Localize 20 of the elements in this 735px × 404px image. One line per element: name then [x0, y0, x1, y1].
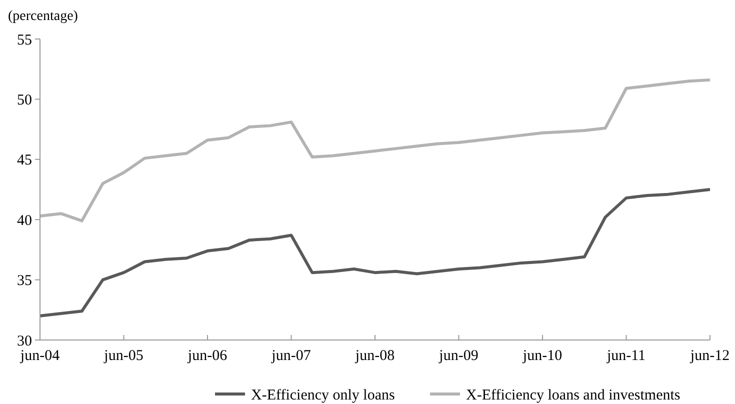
x-tick-label: jun-07 [270, 348, 312, 364]
line-series [38, 188, 712, 318]
x-tick-label: jun-11 [606, 348, 646, 364]
y-tick-label: 50 [17, 92, 32, 108]
legend-label: X-Efficiency loans and investments [466, 387, 680, 404]
y-tick-label: 30 [17, 333, 32, 350]
y-axis-title: (percentage) [8, 9, 78, 24]
x-tick-label: jun-06 [186, 348, 228, 364]
x-tick-label: jun-08 [354, 348, 395, 364]
y-tick-label: 35 [17, 273, 32, 290]
legend-label: X-Efficiency only loans [251, 387, 396, 404]
x-tick-label: jun-12 [689, 348, 730, 364]
y-tick-label: 55 [17, 32, 32, 48]
y-tick-label: 45 [17, 152, 32, 169]
x-tick-label: jun-05 [103, 348, 144, 364]
x-tick-label: jun-10 [522, 348, 562, 364]
line-series [38, 78, 712, 222]
x-tick-label: jun-04 [19, 348, 60, 364]
x-tick-label: jun-09 [438, 348, 478, 364]
y-tick-label: 40 [17, 212, 32, 229]
